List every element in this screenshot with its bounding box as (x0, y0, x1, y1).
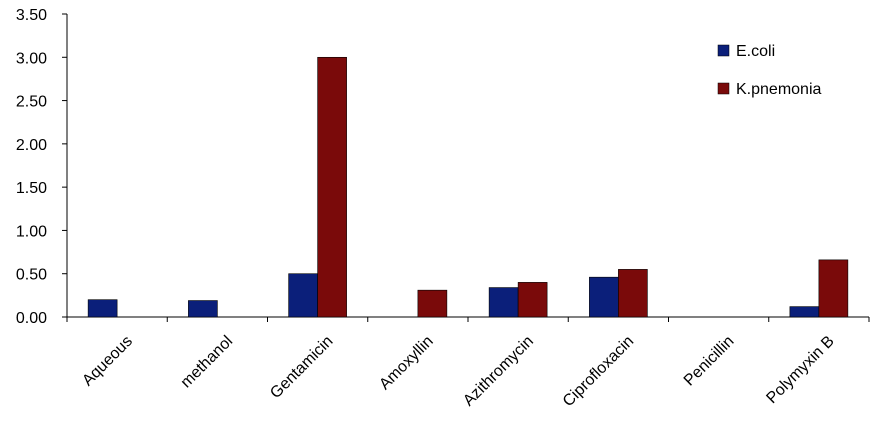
legend-label: K.pnemonia (736, 81, 821, 98)
x-category-label: Amoxyllin (376, 333, 436, 393)
x-category-label: Penicillin (681, 333, 738, 390)
bar-ecoli-azithromycin (488, 287, 519, 318)
bar-kpnemonia-amoxyllin (417, 289, 448, 318)
bar-ecoli-polymyxin-b (789, 306, 820, 318)
y-tick-label: 1.00 (16, 223, 47, 240)
y-tick-label: 2.00 (16, 137, 47, 154)
legend-swatch (717, 82, 730, 95)
x-category-label: Ciprofloxacin (560, 333, 637, 410)
y-tick-label: 2.50 (16, 94, 47, 111)
x-axis-labels: Aqueous methanol Gentamicin Amoxyllin Azithr… (79, 333, 837, 410)
legend: E.coli K.pnemonia (717, 43, 821, 98)
bar-ecoli-methanol (188, 300, 218, 318)
bar-ecoli-ciprofloxacin (589, 276, 619, 318)
y-axis-ticks: 0.00 0.50 1.00 1.50 2.00 2.50 3.00 3.50 (16, 7, 67, 327)
y-tick-label: 3.00 (16, 50, 47, 67)
y-tick-label: 0.50 (16, 267, 47, 284)
axes (66, 14, 870, 322)
bar-kpnemonia-polymyxin-b (818, 259, 849, 318)
legend-swatch (717, 44, 730, 57)
legend-label: E.coli (736, 43, 775, 60)
bar-ecoli-aqueous (87, 299, 118, 318)
bar-kpnemonia-ciprofloxacin (618, 269, 648, 318)
y-tick-label: 3.50 (16, 7, 47, 24)
bar-kpnemonia-azithromycin (517, 282, 548, 318)
bar-kpnemonia-gentamicin (317, 56, 347, 318)
bar-ecoli-gentamicin (288, 273, 318, 318)
x-category-label: Azithromycin (460, 333, 537, 410)
x-category-label: Aqueous (79, 333, 136, 390)
y-tick-label: 0.00 (16, 310, 47, 327)
x-category-label: Polymyxin B (763, 333, 837, 407)
y-tick-label: 1.50 (16, 180, 47, 197)
bars (87, 56, 849, 318)
x-category-label: methanol (178, 333, 237, 392)
x-category-label: Gentamicin (267, 333, 336, 402)
